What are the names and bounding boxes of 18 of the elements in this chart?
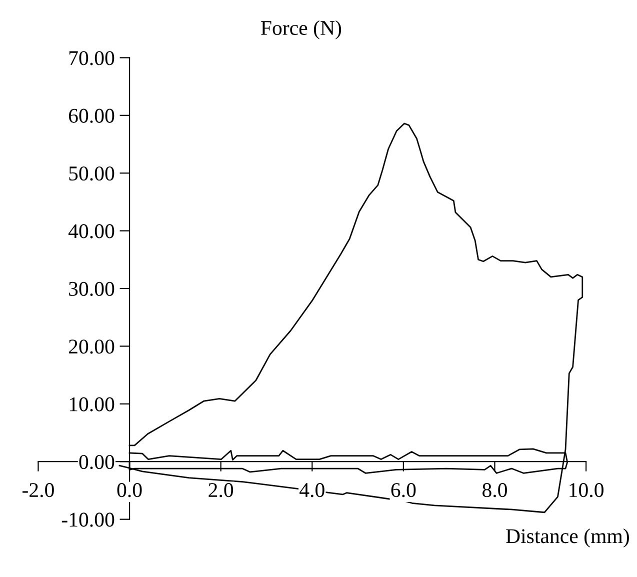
x-tick-label: 0.0: [117, 483, 142, 498]
y-tick-label: 20.00: [68, 340, 114, 354]
y-tick-label: 70.00: [69, 51, 114, 66]
x-tick-label: 8.0: [482, 483, 507, 498]
x-tick-label: -2.0: [22, 483, 54, 498]
y-tick-label: 60.00: [68, 108, 114, 123]
x-axis-title: Distance (mm): [506, 528, 629, 548]
x-tick-label: 6.0: [391, 483, 416, 498]
y-tick-label: 10.00: [70, 397, 114, 412]
x-tick-label: 10.0: [570, 483, 604, 498]
y-axis-title: Force (N): [260, 20, 342, 40]
y-tick-label: 0.00: [79, 454, 114, 470]
x-tick-label: 4.0: [300, 483, 324, 498]
x-tick-label: 2.0: [208, 483, 234, 498]
y-tick-label: 40.00: [68, 224, 114, 238]
y-tick-label: 50.00: [69, 166, 114, 181]
y-tick-label: -10.00: [62, 512, 114, 527]
y-tick-label: 30.00: [69, 282, 114, 296]
